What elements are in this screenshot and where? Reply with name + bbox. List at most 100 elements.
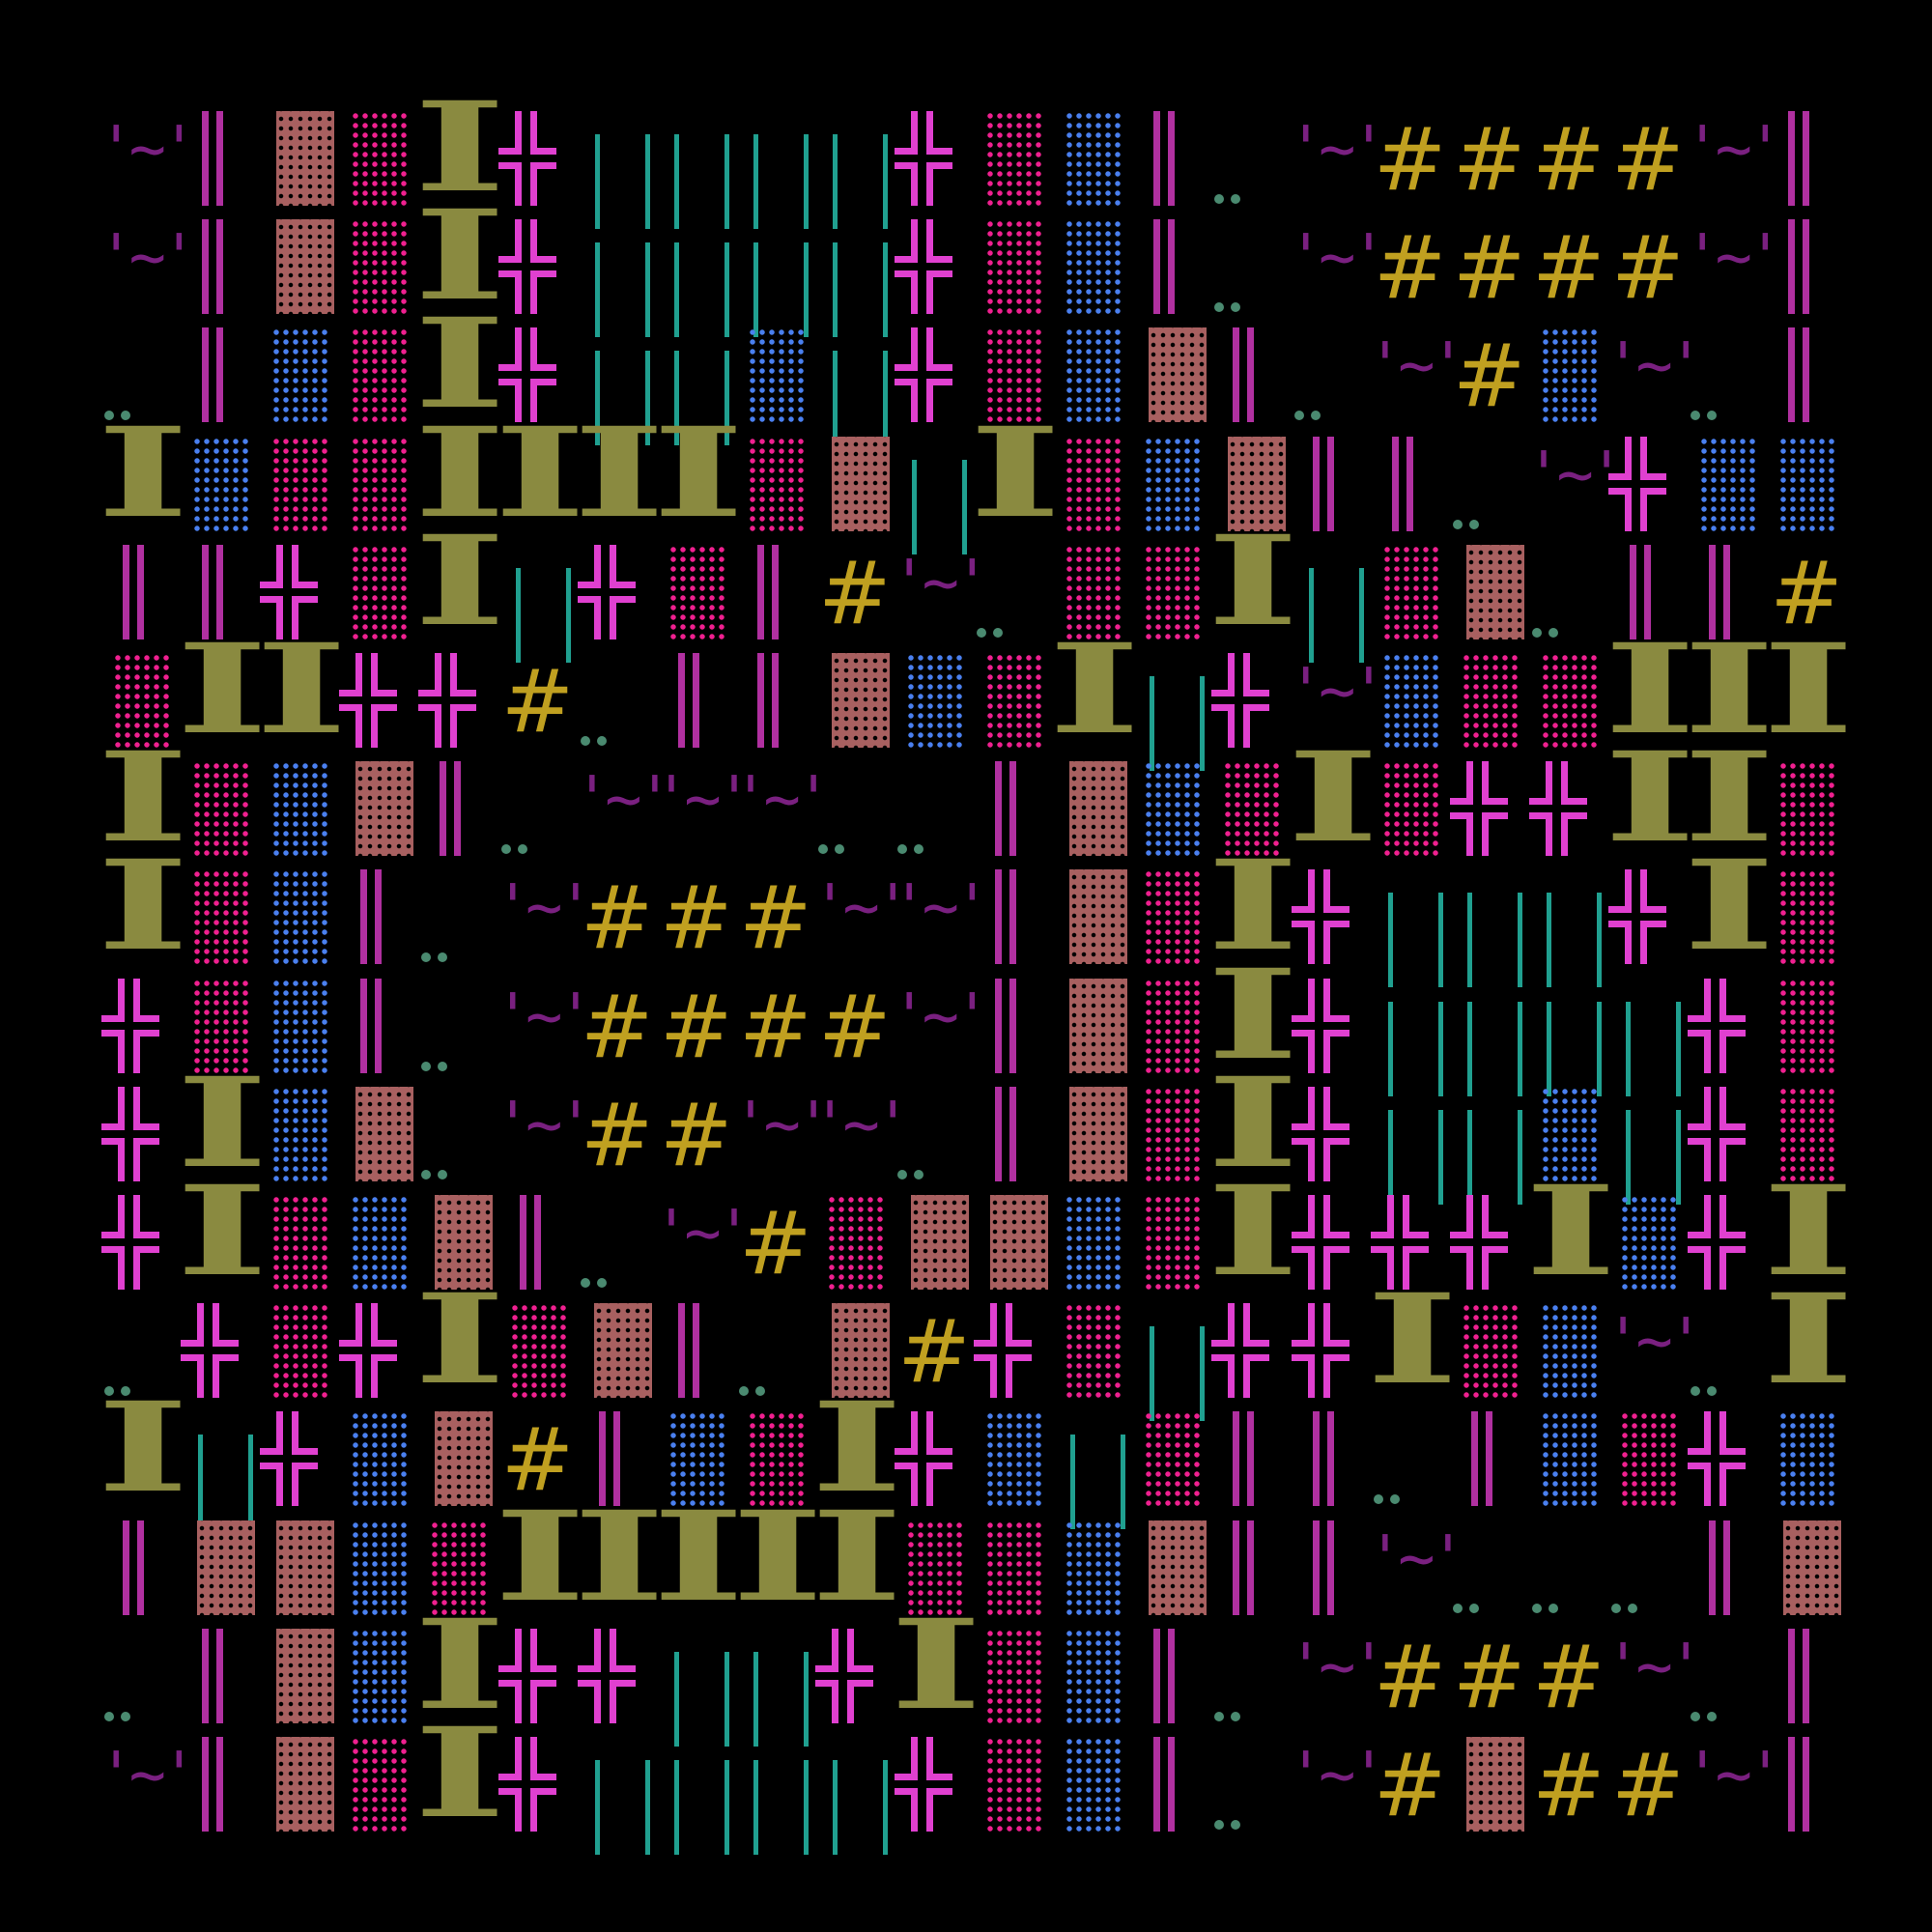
tile-hash: # — [1608, 219, 1688, 327]
tile-cross — [497, 111, 578, 219]
tile-dots — [498, 1303, 578, 1411]
tile-hash: # — [578, 979, 657, 1087]
tile-dots — [260, 978, 339, 1087]
tile-brown — [578, 1303, 657, 1411]
tile-dots — [1371, 761, 1450, 869]
tile-dots — [736, 436, 815, 545]
tile-teal — [815, 1737, 895, 1855]
cross-stroke — [1291, 1347, 1350, 1355]
tile-pattern — [435, 1195, 494, 1290]
tile-glyph: I — [1207, 834, 1300, 980]
tile-pattern — [351, 327, 412, 423]
tile-pair — [1450, 1520, 1529, 1629]
tile-dots — [1371, 653, 1450, 761]
tile-pattern — [906, 1520, 966, 1615]
tile-pattern — [1065, 1303, 1125, 1399]
tile-bars — [1371, 436, 1450, 545]
tile-pattern — [271, 761, 332, 857]
tile-dots — [260, 869, 339, 978]
tile-pattern — [1065, 1195, 1125, 1290]
tile-hash: # — [815, 979, 895, 1087]
cross-stroke — [1688, 1238, 1746, 1246]
tile-brown — [1767, 1520, 1846, 1629]
cross-stroke — [1528, 805, 1587, 813]
cross-stroke — [101, 1021, 159, 1030]
tile-pair — [1688, 327, 1767, 436]
tile-glyph: I — [1207, 1159, 1300, 1304]
tile-tee: I — [413, 1278, 506, 1411]
tile-tilde: '~' — [891, 869, 991, 978]
tile-hash: # — [578, 1087, 657, 1195]
tile-cross — [497, 327, 578, 436]
tile-hash: # — [498, 653, 578, 761]
tile-bars — [657, 653, 736, 761]
tile-bars — [498, 1195, 578, 1303]
tile-pattern — [1619, 1195, 1680, 1290]
tile-tilde: '~' — [1605, 327, 1705, 436]
tile-teal — [657, 111, 736, 229]
tile-dots — [1450, 653, 1529, 761]
tile-teal — [736, 111, 815, 229]
tile-pattern — [271, 978, 332, 1073]
tile-dots — [260, 436, 339, 545]
tile-glyph: I — [1603, 725, 1696, 871]
tile-pattern — [1069, 761, 1128, 857]
tile-pair — [1292, 327, 1371, 436]
tile-pattern — [271, 869, 332, 965]
tile-pattern — [351, 1520, 412, 1615]
tile-bars — [339, 869, 418, 978]
tile-pattern — [747, 1411, 808, 1507]
tile-glyph: I — [1365, 1267, 1459, 1413]
tile-dots — [1132, 1411, 1211, 1520]
tile-pattern — [985, 1628, 1046, 1723]
tile-glyph: '~' — [1366, 330, 1467, 403]
tile-brown — [974, 1195, 1053, 1303]
tile-pattern — [1149, 1520, 1208, 1615]
tile-dots — [339, 436, 418, 545]
cross-stroke — [1688, 1455, 1746, 1463]
tile-pair — [578, 653, 657, 761]
tile-pattern — [351, 544, 412, 639]
tile-glyph: # — [580, 976, 654, 1078]
tile-pattern — [1778, 1086, 1839, 1181]
tile-tilde: '~' — [1684, 1737, 1784, 1845]
tile-pattern — [271, 436, 332, 531]
tile-bars — [1767, 1737, 1846, 1845]
tile-cross — [974, 1303, 1053, 1411]
tile-pattern — [1223, 761, 1284, 857]
tile-pattern — [831, 653, 890, 748]
tile-dots — [260, 761, 339, 869]
tile-glyph: '~' — [1684, 114, 1784, 185]
tile-teal — [815, 111, 895, 229]
tile-hash: # — [1608, 111, 1688, 219]
tile-dots — [1053, 544, 1132, 653]
tile-tilde: '~' — [1288, 219, 1388, 327]
tile-pair — [101, 1303, 181, 1411]
cross-stroke — [339, 696, 398, 704]
tile-glyph: '~' — [652, 764, 753, 837]
cross-stroke — [1688, 1021, 1746, 1030]
tile-glyph: I — [97, 400, 189, 546]
tile-glyph: '~' — [1684, 222, 1784, 295]
tile-pattern — [1065, 111, 1125, 206]
tile-tee: I — [1207, 1170, 1299, 1303]
tile-pattern — [192, 978, 253, 1073]
tile-hash: # — [1371, 219, 1450, 327]
tile-tilde: '~' — [98, 219, 198, 327]
cross-stroke — [497, 263, 556, 271]
tile-glyph: # — [1452, 326, 1526, 428]
tile-teal — [1132, 653, 1211, 771]
tile-dots — [1450, 1303, 1529, 1411]
tile-tee: I — [413, 520, 506, 653]
tile-bars — [1132, 1628, 1211, 1737]
tile-glyph: I — [413, 1701, 507, 1846]
tile-pattern — [1540, 327, 1601, 423]
tile-cross — [895, 1411, 974, 1520]
tile-cross — [1607, 869, 1688, 978]
tile-pair — [101, 327, 181, 436]
cross-stroke — [497, 1671, 556, 1680]
tile-tilde: '~' — [653, 1195, 753, 1303]
tile-tee: I — [1762, 1170, 1855, 1303]
tile-glyph: I — [97, 1376, 189, 1521]
tile-brown — [895, 1195, 974, 1303]
